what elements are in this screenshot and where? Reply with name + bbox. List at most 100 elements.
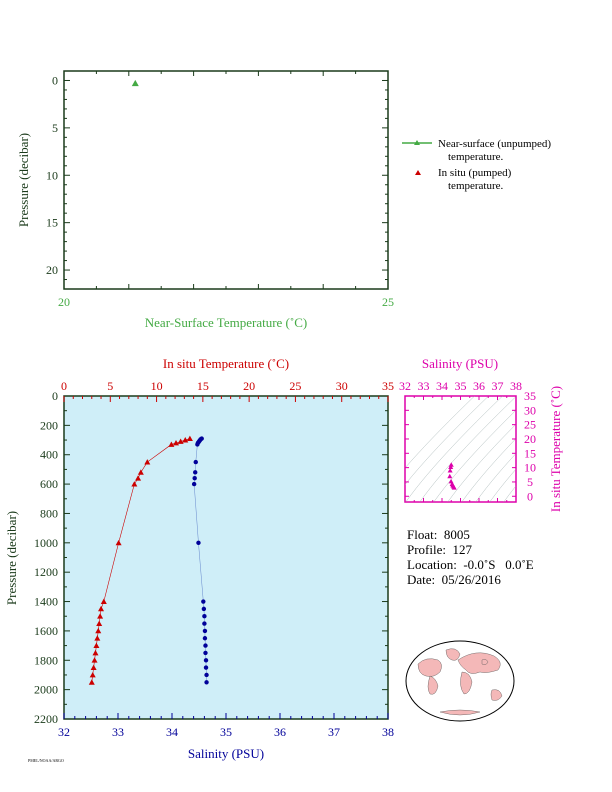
salinity-point (201, 606, 207, 612)
pressure-tick-label: 600 (40, 477, 58, 491)
ts-x-tick-label: 32 (399, 379, 411, 393)
ts-point (447, 467, 453, 473)
profile-chart-ticks: 0200400600800100012001400160018002000220… (34, 379, 394, 739)
ts-y-axis-label: In situ Temperature (˚C) (548, 386, 563, 512)
temperature-point (89, 671, 96, 678)
salinity-tick-label: 35 (220, 725, 232, 739)
ts-point (451, 485, 457, 490)
ts-y-tick-label: 30 (524, 403, 536, 417)
legend-near-surface-line2: temperature. (448, 151, 504, 163)
temperature-tick-label: 30 (336, 379, 348, 393)
density-contour (529, 386, 612, 506)
temperature-tick-label: 15 (197, 379, 209, 393)
pressure-axis-label: Pressure (decibar) (4, 511, 19, 605)
ts-x-tick-label: 35 (455, 379, 467, 393)
temperature-tick-label: 5 (107, 379, 113, 393)
ts-plot-area (404, 395, 517, 503)
top-y-tick-label: 5 (52, 121, 58, 135)
legend-in-situ-line1: In situ (pumped) (438, 167, 512, 179)
near-surface-point (131, 79, 139, 87)
salinity-point (203, 665, 209, 670)
pressure-tick-label: 400 (40, 448, 58, 462)
ts-x-tick-label: 38 (510, 379, 522, 393)
ts-x-tick-label: 34 (436, 379, 448, 393)
ts-x-tick-label: 37 (492, 379, 504, 393)
profile-plot-area (63, 395, 389, 720)
salinity-point (202, 621, 207, 626)
pressure-tick-label: 200 (40, 418, 58, 432)
salinity-point (202, 628, 208, 634)
temperature-point (90, 664, 97, 671)
density-contour (405, 396, 503, 502)
legend-near-surface-line1: Near-surface (unpumped) (438, 138, 552, 150)
top-y-tick-label: 10 (46, 168, 58, 182)
temperature-point (91, 657, 98, 663)
temperature-point (96, 620, 103, 626)
salinity-point (203, 643, 208, 648)
top-plot-area (63, 70, 389, 290)
temperature-profile-line (91, 438, 190, 683)
top-x-axis-label: Near-Surface Temperature (˚C) (145, 315, 307, 330)
ts-diagram-points (447, 462, 457, 490)
temperature-tick-label: 20 (243, 379, 255, 393)
density-contour (447, 423, 516, 502)
salinity-tick-label: 34 (166, 725, 178, 739)
salinity-point (195, 442, 200, 447)
salinity-tick-label: 37 (328, 725, 340, 739)
temperature-point (88, 679, 95, 685)
salinity-point (202, 636, 208, 641)
map-ocean (405, 640, 515, 722)
ts-y-tick-label: 10 (524, 461, 536, 475)
salinity-point (196, 540, 201, 546)
salinity-point (203, 658, 209, 663)
top-x-tick-label: 25 (382, 295, 394, 309)
profile-chart: 0200400600800100012001400160018002000220… (4, 356, 394, 761)
salinity-point (193, 459, 198, 465)
ts-y-tick-label: 25 (524, 418, 536, 432)
temperature-point (182, 437, 189, 443)
density-contour (419, 396, 516, 502)
ts-y-tick-label: 20 (524, 432, 536, 446)
top-y-tick-label: 15 (46, 216, 58, 230)
pressure-tick-label: 1600 (34, 624, 58, 638)
temperature-point (100, 598, 107, 604)
ts-x-axis-label: Salinity (PSU) (422, 356, 498, 371)
temperature-point (177, 438, 184, 444)
density-contour (405, 396, 489, 485)
density-contour (433, 409, 516, 502)
ts-point (448, 464, 454, 470)
pressure-tick-label: 800 (40, 506, 58, 520)
temperature-point (93, 642, 100, 648)
pressure-tick-label: 1200 (34, 565, 58, 579)
date: Date: 05/26/2016 (407, 572, 501, 587)
world-map (405, 640, 515, 722)
top-y-tick-label: 20 (46, 263, 58, 277)
pressure-tick-label: 2200 (34, 712, 58, 726)
temperature-tick-label: 35 (382, 379, 394, 393)
salinity-tick-label: 38 (382, 725, 394, 739)
density-contour (503, 485, 516, 502)
salinity-tick-label: 32 (58, 725, 70, 739)
profile-chart-series (88, 435, 209, 685)
temperature-point (137, 469, 144, 475)
top-x-tick-label: 20 (58, 295, 70, 309)
temperature-point (115, 539, 122, 546)
footer-credit: PMEL/NOAA/ARGO (28, 758, 64, 763)
legend (402, 140, 432, 175)
pressure-tick-label: 1000 (34, 536, 58, 550)
ts-y-tick-label: 5 (527, 475, 533, 489)
temperature-tick-label: 0 (61, 379, 67, 393)
salinity-point (203, 650, 208, 656)
ts-density-contours (405, 386, 612, 506)
density-contour (405, 396, 475, 469)
profile-number: Profile: 127 (407, 542, 472, 557)
top-chart-points (131, 79, 139, 87)
density-contour-group (405, 386, 612, 506)
ts-x-tick-label: 33 (418, 379, 430, 393)
temperature-point (92, 649, 99, 656)
temperature-point (95, 627, 102, 634)
legend-near-surface-label: Near-surface (unpumped) temperature. (438, 138, 551, 164)
ts-y-tick-label: 15 (524, 446, 536, 460)
